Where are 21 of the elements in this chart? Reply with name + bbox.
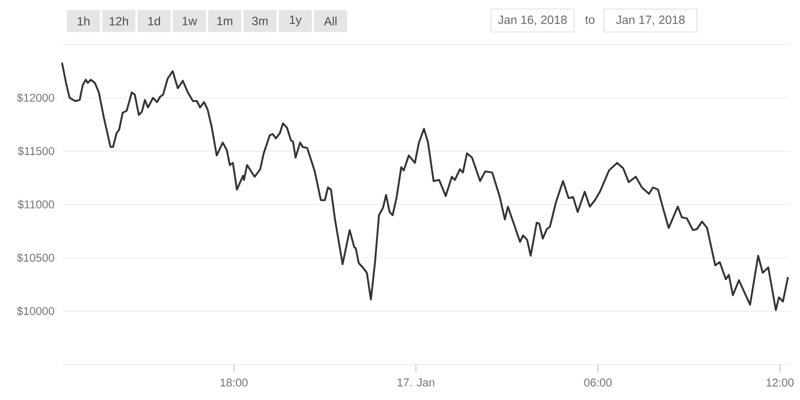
text: 12h bbox=[110, 16, 128, 26]
y-tick-label: $11500 bbox=[18, 146, 54, 156]
y-tick-label: $12000 bbox=[16, 93, 54, 102]
text: Jan 16, 2018 bbox=[498, 16, 567, 26]
text: Jan 17, 2018 bbox=[616, 16, 685, 26]
text: 1y bbox=[290, 16, 302, 26]
text: 1d bbox=[148, 16, 160, 26]
x-tick-label: 17. Jan bbox=[398, 378, 434, 386]
text: All bbox=[324, 16, 336, 26]
y-tick-label: $10500 bbox=[16, 253, 54, 262]
text: 1w bbox=[182, 16, 198, 26]
x-tick-label: 06:00 bbox=[584, 378, 612, 387]
y-tick-label: $10000 bbox=[16, 306, 54, 316]
text: 1m bbox=[217, 16, 232, 26]
text: to bbox=[585, 16, 595, 24]
line-series bbox=[61, 62, 789, 312]
text: 3m bbox=[252, 16, 268, 26]
text: 1h bbox=[78, 16, 90, 26]
x-tick-label: 12:00 bbox=[766, 378, 794, 387]
x-tick-label: 18:00 bbox=[220, 378, 248, 387]
y-tick-label: $11000 bbox=[18, 200, 54, 210]
